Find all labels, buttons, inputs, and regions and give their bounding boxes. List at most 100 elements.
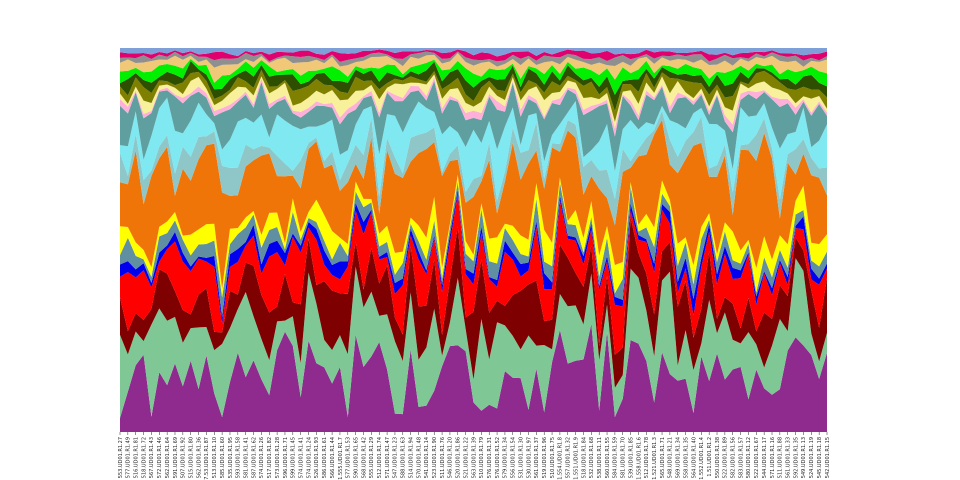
- x-tick-label: 546.UD01.R1.20: [448, 437, 454, 478]
- x-tick-label: 574.UD01.R1.24: [306, 437, 312, 478]
- area-layer-6: [120, 181, 827, 318]
- x-tick-label: 507.UD01.R1.92: [181, 437, 187, 478]
- x-tick-label: 582.UD01.R1.56: [731, 437, 737, 478]
- area-layer-17: [120, 53, 827, 83]
- area-layer-18: [120, 51, 827, 68]
- x-tick-label: 574.UD01.R1.26: [259, 437, 265, 478]
- x-tick-label: 587.UD01.R1.62: [251, 437, 257, 478]
- area-layer-20: [120, 48, 827, 57]
- x-tick-label: 1.554.UD01.R1.8: [558, 437, 564, 480]
- x-tick-label: 519.UD01.R1.96: [542, 437, 548, 478]
- x-tick-label: 1.558.UD01.R1.6: [636, 437, 642, 480]
- x-tick-label: 577.UD01.R1.53: [346, 437, 352, 478]
- x-tick-label: 522.UD01.R1.89: [723, 437, 729, 478]
- x-tick-label: 520.UD01.R1.86: [456, 437, 462, 478]
- x-tick-label: 596.UD01.R1.71: [283, 437, 289, 478]
- x-tick-label: 592.UD01.R1.35: [793, 437, 799, 478]
- x-tick-label: 526.UD01.R1.93: [314, 437, 320, 478]
- x-tick-label: 510.UD01.R1.75: [550, 437, 556, 478]
- x-tick-label: 584.UD01.R1.59: [613, 437, 619, 478]
- x-tick-label: 549.UD01.R1.13: [801, 437, 807, 478]
- x-tick-label: 524.UD01.R1.19: [809, 437, 815, 478]
- x-tick-label: 568.UD01.R1.42: [361, 437, 367, 478]
- x-tick-label: 514.UD01.R1.94: [408, 437, 414, 478]
- x-tick-label: 539.UD01.R1.85: [628, 437, 634, 478]
- x-tick-label: 571.UD01.R1.16: [770, 437, 776, 478]
- x-tick-label: 535.UD01.R1.95: [228, 437, 234, 478]
- area-layer-9: [120, 110, 827, 226]
- x-tick-label: 590.UD01.R1.65: [353, 437, 359, 478]
- x-tick-label: 531.UD01.R1.30: [518, 437, 524, 478]
- x-tick-label: 567.UD01.R1.43: [149, 437, 155, 478]
- x-tick-label: 561.UD01.R1.37: [534, 437, 540, 478]
- x-tick-label: 591.UD01.R1.69: [173, 437, 179, 478]
- x-tick-label: 581.UD01.R1.41: [243, 437, 249, 478]
- x-tick-label: 510.UD01.R1.79: [479, 437, 485, 478]
- x-tick-label: 570.UD01.R1.48: [416, 437, 422, 478]
- x-tick-label: 555.UD01.R1.29: [369, 437, 375, 478]
- x-tick-label: 566.UD01.R1.44: [330, 437, 336, 478]
- x-axis-ticks: 553.UD01.R1.27 577.UD01.R1.49 516.UD01.R1.…: [118, 432, 831, 480]
- area-layer-8: [120, 119, 827, 289]
- area-layer-1: [120, 324, 827, 432]
- x-tick-label: 521.UD01.R1.22: [463, 437, 469, 478]
- x-tick-label: 569.UD01.R1.34: [676, 437, 682, 478]
- area-layer-15: [120, 60, 827, 111]
- x-tick-label: 557.UD01.R1.32: [566, 437, 572, 478]
- area-layer-13: [120, 74, 827, 129]
- x-tick-label: 558.UD01.R1.35: [683, 437, 689, 478]
- x-tick-label: 560.UD01.R1.55: [605, 437, 611, 478]
- x-tick-label: 564.UD01.R1.40: [691, 437, 697, 478]
- x-tick-label: 561.UD01.R1.33: [786, 437, 792, 478]
- x-tick-label: 1.521.UD01.R1.3: [652, 437, 658, 480]
- x-tick-label: 556.UD01.R1.54: [511, 437, 517, 478]
- x-tick-label: 574.UD01.R1.41: [298, 437, 304, 478]
- x-tick-label: 542.UD01.R1.15: [825, 437, 831, 478]
- x-tick-label: 512.UD01.R1.78: [644, 437, 650, 478]
- x-tick-label: 512.UD01.R1.74: [377, 437, 383, 478]
- x-tick-label: 515.UD01.R1.80: [189, 437, 195, 478]
- area-layer-10: [120, 97, 827, 201]
- x-tick-label: 1.551.UD01.R1.9: [573, 437, 579, 480]
- x-tick-label: 553.UD01.R1.27: [118, 437, 124, 478]
- x-tick-label: 581.UD01.R1.70: [621, 437, 627, 478]
- area-layer-19: [120, 49, 827, 62]
- x-tick-label: 541.UD01.R1.14: [424, 437, 430, 478]
- x-tick-label: 586.UD01.R1.61: [322, 437, 328, 478]
- x-tick-label: 573.UD01.R1.28: [275, 437, 281, 478]
- area-layers: [120, 48, 827, 432]
- area-layer-14: [120, 69, 827, 122]
- x-tick-label: 580.UD01.R1.12: [746, 437, 752, 478]
- x-tick-label: 1.51.UD01.R1.2: [707, 437, 713, 477]
- x-tick-label: 511.UD01.R1.88: [778, 437, 784, 478]
- x-tick-label: 7.53.UD01.R1.87: [204, 437, 210, 480]
- x-tick-label: 571.UD01.R1.47: [385, 437, 391, 478]
- x-tick-label: 544.UD01.R1.17: [762, 437, 768, 478]
- x-tick-label: 545.UD01.R1.18: [817, 437, 823, 478]
- x-tick-label: 547.UD01.R1.23: [393, 437, 399, 478]
- x-tick-label: 593.UD01.R1.58: [236, 437, 242, 478]
- x-tick-label: 579.UD01.R1.34: [503, 437, 509, 478]
- x-tick-label: 599.UD01.R1.45: [291, 437, 297, 478]
- area-layer-7: [120, 174, 827, 298]
- x-tick-label: 518.UD01.R1.84: [581, 437, 587, 478]
- x-tick-label: 563.UD01.R1.39: [471, 437, 477, 478]
- x-tick-label: 565.UD01.R1.71: [660, 437, 666, 478]
- x-tick-label: 562.UD01.R1.64: [165, 437, 171, 478]
- x-tick-label: 583.UD01.R1.57: [738, 437, 744, 478]
- x-tick-label: 523.UD01.R1.90: [432, 437, 438, 478]
- x-tick-label: 576.UD01.R1.52: [495, 437, 501, 478]
- x-tick-label: 588.UD01.R1.63: [401, 437, 407, 478]
- x-tick-label: 511.UD01.R1.76: [440, 437, 446, 478]
- x-tick-label: 532.UD01.R1.68: [589, 437, 595, 478]
- x-tick-label: 538.UD01.R1.11: [597, 437, 603, 478]
- x-tick-label: 1.555.UD01.R1.7: [338, 437, 344, 480]
- area-layer-11: [120, 81, 827, 172]
- x-tick-label: 517.UD01.R1.82: [267, 437, 273, 478]
- x-tick-label: 576.UD01.R1.31: [487, 437, 493, 478]
- x-tick-label: 530.UD01.R1.97: [526, 437, 532, 478]
- area-layer-3: [120, 217, 827, 388]
- x-tick-label: 572.UD01.R1.46: [157, 437, 163, 478]
- x-tick-label: 518.UD01.R1.72: [141, 437, 147, 478]
